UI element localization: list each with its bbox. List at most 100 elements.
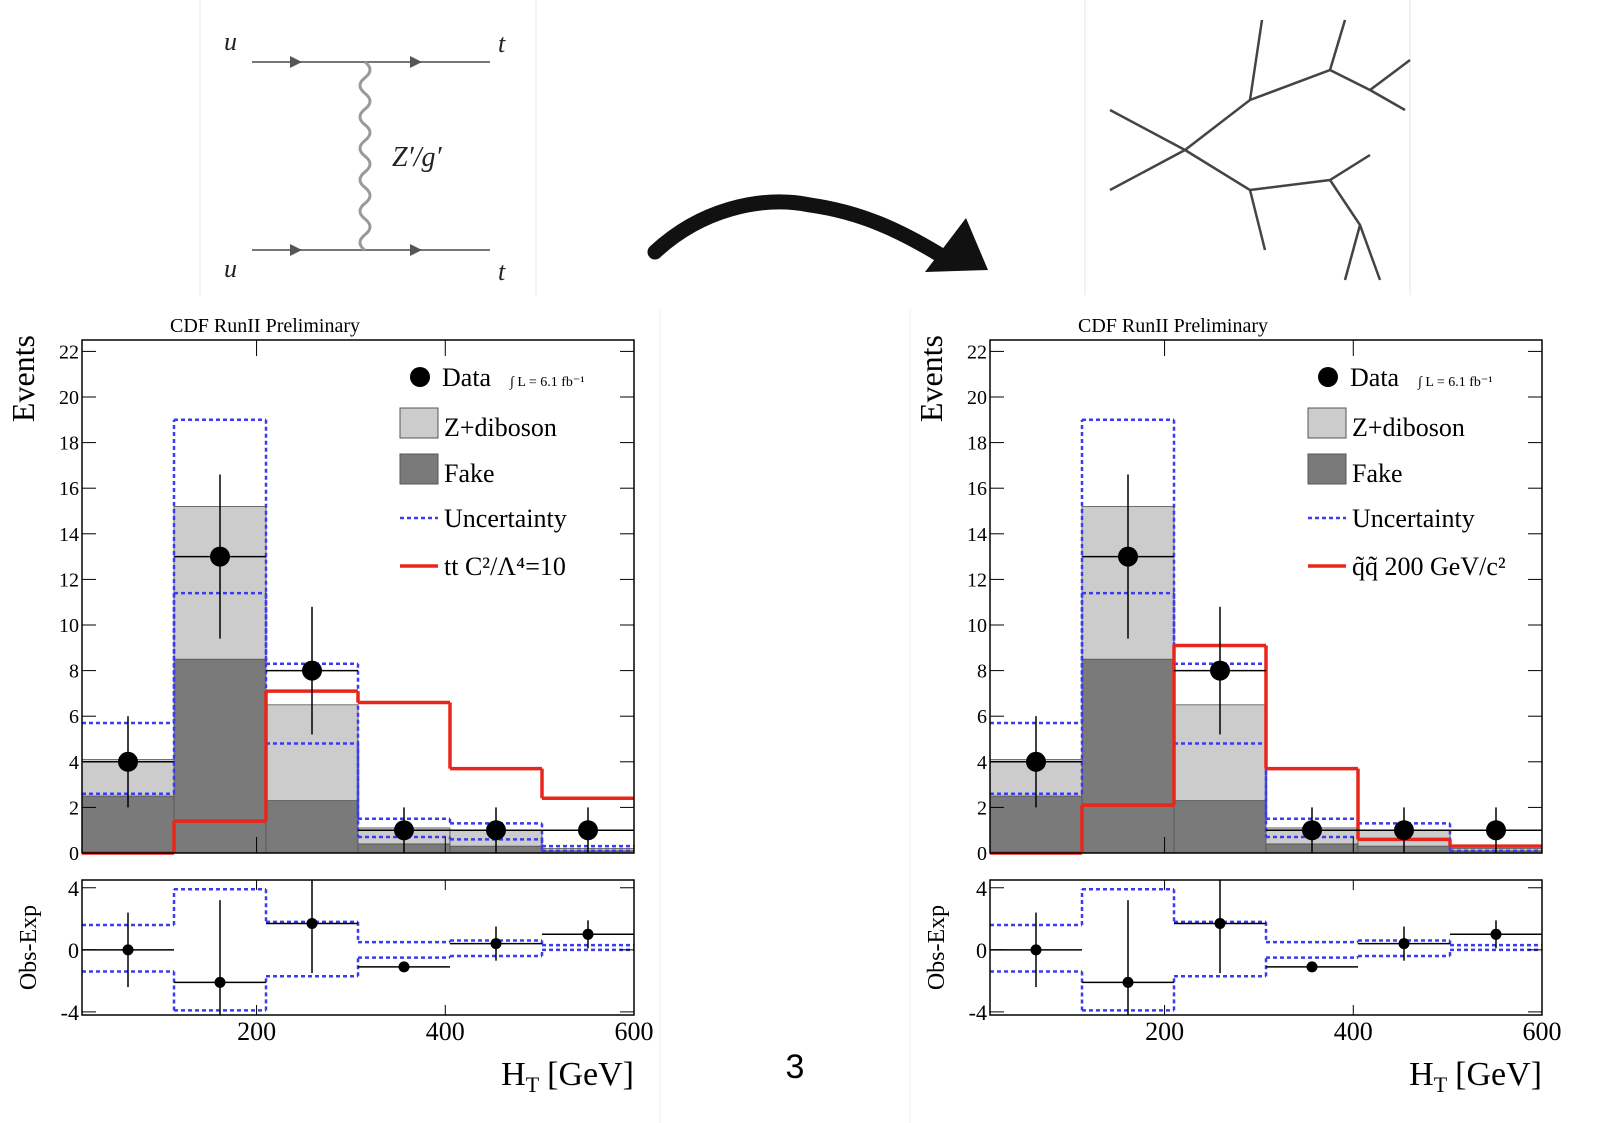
ratio-y-axis-label: Obs-Exp: [924, 905, 950, 990]
y-tick-label: 22: [967, 341, 987, 363]
data-point: [1210, 660, 1230, 681]
x-label-sub: T: [1434, 1072, 1448, 1097]
ratio-frame: [81, 879, 635, 1016]
ratio-point: [1122, 976, 1134, 988]
ratio-point: [122, 944, 134, 956]
page-number: 3: [786, 1048, 805, 1086]
legend-swatch: [399, 407, 439, 439]
y-tick-label: 18: [967, 433, 987, 455]
y-tick-label: 16: [967, 478, 987, 500]
x-label-sub: T: [526, 1072, 540, 1097]
ratio-point: [490, 938, 502, 950]
data-point: [486, 820, 506, 841]
chart-title: CDF RunII Preliminary: [1078, 315, 1268, 337]
y-tick-label: 6: [69, 706, 79, 728]
legend-label: Uncertainty: [444, 504, 567, 533]
legend-label: Uncertainty: [1352, 504, 1475, 533]
data-point: [1302, 820, 1322, 841]
ratio-point: [582, 928, 594, 940]
legend-label: Z+diboson: [1352, 413, 1465, 442]
y-tick-label: 0: [69, 843, 79, 865]
legend-label: Data: [1350, 363, 1400, 392]
legend-label: q̃q̃ 200 GeV/c²: [1352, 552, 1506, 581]
luminosity-label: ∫ L = 6.1 fb⁻¹: [509, 375, 585, 390]
ratio-point: [1030, 944, 1042, 956]
ratio-point: [1398, 938, 1410, 950]
bar: [265, 800, 359, 854]
x-label-main: H: [501, 1056, 526, 1093]
bar: [173, 658, 267, 854]
data-point: [302, 660, 322, 681]
y-tick-label: 12: [967, 569, 987, 591]
y-tick-label: 2: [69, 797, 79, 819]
y-tick-label: 4: [977, 752, 987, 774]
particle-label: t: [498, 257, 506, 286]
x-tick-label: 400: [1334, 1017, 1373, 1046]
y-tick-label: 14: [967, 524, 987, 546]
particle-label: u: [224, 27, 237, 56]
ratio-y-axis-label: Obs-Exp: [16, 905, 42, 990]
y-axis-label: Events: [5, 335, 41, 422]
ratio-y-tick-label: 4: [68, 876, 79, 901]
legend-label: Z+diboson: [444, 413, 557, 442]
boson-label: Z′/g′: [392, 142, 442, 173]
data-point: [210, 546, 230, 567]
y-tick-label: 2: [977, 797, 987, 819]
plot-frame: [989, 339, 1543, 854]
data-point: [1486, 820, 1506, 841]
x-axis-label: HT [GeV]: [1409, 1056, 1542, 1097]
y-axis-label: Events: [913, 335, 949, 422]
legend-marker: [410, 367, 430, 387]
particle-lines: [1109, 19, 1411, 281]
data-point: [578, 820, 598, 841]
x-tick-label: 600: [1523, 1017, 1562, 1046]
feynman-diagram: [252, 56, 490, 256]
y-tick-label: 8: [977, 661, 987, 683]
y-tick-label: 12: [59, 569, 79, 591]
y-tick-label: 4: [69, 752, 79, 774]
ratio-point: [214, 976, 226, 988]
y-tick-label: 22: [59, 341, 79, 363]
chart-title: CDF RunII Preliminary: [170, 315, 360, 337]
y-tick-label: 10: [967, 615, 987, 637]
particle-label: t: [498, 29, 506, 58]
luminosity-label: ∫ L = 6.1 fb⁻¹: [1417, 375, 1493, 390]
arrow: [647, 194, 953, 266]
legend-swatch: [399, 453, 439, 485]
particle-label: u: [224, 254, 237, 283]
legend-label: Fake: [444, 459, 495, 488]
x-tick-label: 400: [426, 1017, 465, 1046]
x-label-unit: [GeV]: [547, 1056, 634, 1093]
x-tick-label: 200: [1145, 1017, 1184, 1046]
y-tick-label: 6: [977, 706, 987, 728]
ratio-point: [1214, 917, 1226, 929]
ratio-frame: [989, 879, 1543, 1016]
ratio-y-tick-label: 0: [976, 938, 987, 963]
x-label-unit: [GeV]: [1455, 1056, 1542, 1093]
data-point: [118, 751, 138, 772]
boson-line: [358, 60, 372, 252]
y-tick-label: 20: [59, 387, 79, 409]
y-tick-label: 20: [967, 387, 987, 409]
x-label-main: H: [1409, 1056, 1434, 1093]
ratio-point: [1490, 928, 1502, 940]
legend-label: tt C²/Λ⁴=10: [444, 552, 566, 581]
arrow-head: [925, 218, 988, 272]
ratio-y-tick-label: -4: [969, 1000, 987, 1025]
y-tick-label: 8: [69, 661, 79, 683]
x-axis-label: HT [GeV]: [501, 1056, 634, 1097]
legend-label: Data: [442, 363, 492, 392]
bar: [1173, 800, 1267, 854]
ratio-point: [398, 961, 410, 973]
y-tick-label: 0: [977, 843, 987, 865]
legend-label: Fake: [1352, 459, 1403, 488]
feynman-diagram: [1109, 19, 1411, 281]
ratio-y-tick-label: 0: [68, 938, 79, 963]
legend-marker: [1318, 367, 1338, 387]
data-point: [1394, 820, 1414, 841]
y-tick-label: 16: [59, 478, 79, 500]
y-tick-label: 10: [59, 615, 79, 637]
data-point: [394, 820, 414, 841]
